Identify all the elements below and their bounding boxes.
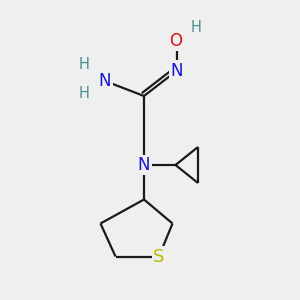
Text: S: S <box>153 248 165 266</box>
Text: N: N <box>171 61 183 80</box>
Text: H: H <box>79 57 89 72</box>
Text: N: N <box>99 72 111 90</box>
Text: H: H <box>191 20 202 34</box>
Text: N: N <box>138 156 150 174</box>
Text: H: H <box>79 85 89 100</box>
Text: O: O <box>169 32 182 50</box>
